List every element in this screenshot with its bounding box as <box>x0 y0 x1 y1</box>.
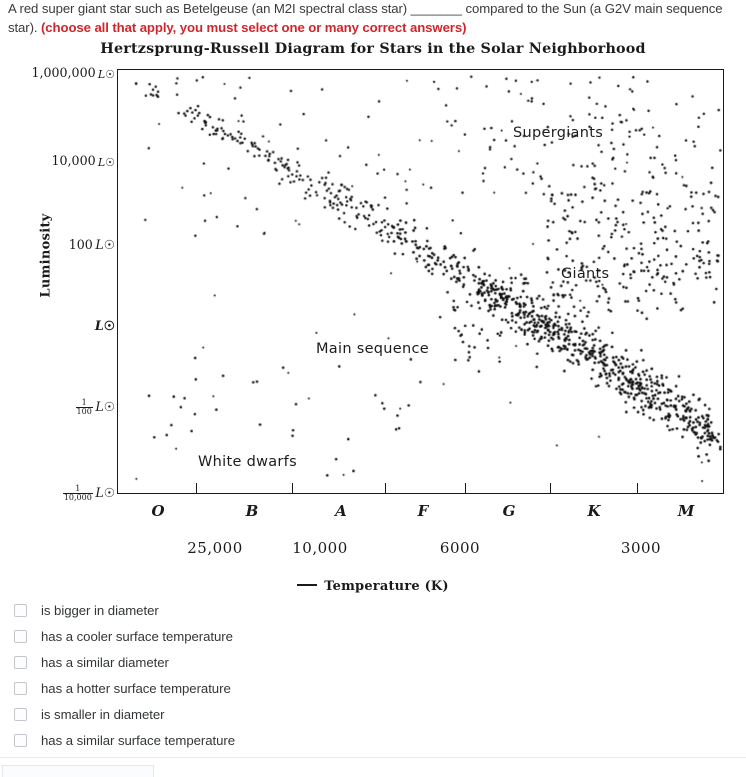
x-tick-label-O: O <box>151 502 165 520</box>
bottom-divider <box>0 757 746 758</box>
y-tick-label-1000000: 1,000,000 L☉ <box>31 65 116 81</box>
option-row-3[interactable]: has a hotter surface temperature <box>0 675 746 701</box>
option-checkbox-1[interactable] <box>14 629 27 643</box>
option-row-1[interactable]: has a cooler surface temperature <box>0 623 746 649</box>
option-checkbox-2[interactable] <box>14 655 27 669</box>
bottom-partial-field[interactable] <box>2 765 154 777</box>
option-row-4[interactable]: is smaller in diameter <box>0 701 746 727</box>
x-tick-mark <box>385 483 386 494</box>
x-tick-mark <box>196 483 197 494</box>
x-tick-mark <box>465 483 466 494</box>
scatter-points <box>118 70 723 493</box>
question-text-before-blank: A red super giant star such as Betelgeus… <box>8 1 411 16</box>
x-axis-title: Temperature (K) <box>0 579 746 594</box>
option-row-2[interactable]: has a similar diameter <box>0 649 746 675</box>
annotation-white-dwarfs: White dwarfs <box>198 454 297 470</box>
option-label-0: is bigger in diameter <box>41 602 159 618</box>
y-tick-label-one-hundredth: 1 100 L☉ <box>75 398 115 416</box>
x-tick-label-A: A <box>335 502 347 520</box>
x-temperature-label-6000: 6000 <box>439 539 481 557</box>
x-tick-mark <box>292 483 293 494</box>
axis-direction-arrow-icon <box>297 584 318 586</box>
plot-area: Supergiants Giants Main sequence White d… <box>117 69 724 494</box>
y-tick-label-100: 100 L☉ <box>68 237 115 252</box>
option-checkbox-0[interactable] <box>14 603 27 617</box>
option-label-5: has a similar surface temperature <box>41 732 236 748</box>
annotation-giants: Giants <box>561 266 610 282</box>
option-label-1: has a cooler surface temperature <box>41 628 233 644</box>
question-text-after-blank: compared to the Sun (a G2V main sequence… <box>8 1 723 35</box>
option-label-2: has a similar diameter <box>41 654 169 670</box>
annotation-main-sequence: Main sequence <box>316 341 429 357</box>
question-blank: _______ <box>410 1 462 16</box>
y-tick-label-one-ten-thousandth: 1 10,000 L☉ <box>62 484 115 502</box>
x-tick-label-M: M <box>677 502 695 520</box>
x-temperature-label-10000: 10,000 <box>292 539 348 557</box>
x-tick-mark <box>550 483 551 494</box>
option-checkbox-3[interactable] <box>14 681 27 695</box>
x-tick-label-G: G <box>502 502 516 520</box>
x-tick-label-K: K <box>587 502 601 520</box>
x-tick-label-B: B <box>245 502 259 520</box>
option-label-3: has a hotter surface temperature <box>41 680 231 696</box>
option-checkbox-5[interactable] <box>14 733 27 747</box>
y-axis-title: Luminosity <box>38 213 54 298</box>
option-row-0[interactable]: is bigger in diameter <box>0 597 746 623</box>
x-temperature-label-3000: 3000 <box>620 539 662 557</box>
x-tick-label-F: F <box>417 502 429 520</box>
hr-diagram-figure: Hertzsprung-Russell Diagram for Stars in… <box>0 41 746 594</box>
x-axis-title-text: Temperature (K) <box>324 579 449 594</box>
x-temperature-label-25000: 25,000 <box>187 539 243 557</box>
answer-options-list: is bigger in diameter has a cooler surfa… <box>0 597 746 753</box>
option-label-4: is smaller in diameter <box>41 706 165 722</box>
question-prompt: A red super giant star such as Betelgeus… <box>8 0 738 37</box>
y-tick-label-10000: 10,000 L☉ <box>51 153 115 169</box>
question-instruction: (choose all that apply, you must select … <box>41 19 467 35</box>
y-tick-label-1: L☉ <box>94 318 115 333</box>
chart-title: Hertzsprung-Russell Diagram for Stars in… <box>100 41 646 57</box>
option-checkbox-4[interactable] <box>14 707 27 721</box>
annotation-supergiants: Supergiants <box>513 125 604 141</box>
option-row-5[interactable]: has a similar surface temperature <box>0 727 746 753</box>
x-tick-mark <box>637 483 638 494</box>
